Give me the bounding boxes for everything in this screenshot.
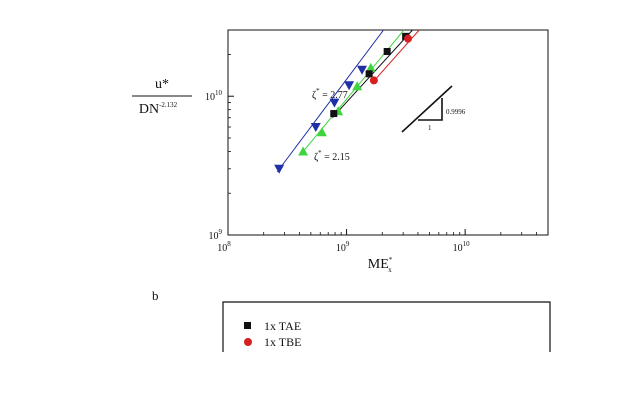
annotation-zeta-215: ζ* = 2.15: [314, 149, 350, 163]
legend-label-tbe: 1x TBE: [264, 335, 301, 349]
data-point-triangle-up: [352, 81, 363, 91]
y-axis-label-bottom: DN-2.132: [139, 101, 178, 117]
panel-b-label: b: [152, 288, 159, 303]
data-point-triangle-down: [310, 123, 321, 133]
data-point-triangle-down: [274, 164, 285, 174]
data-point-square: [330, 110, 338, 118]
plot-area-frame: [227, 29, 549, 236]
fit-line: [371, 29, 420, 84]
data-markers-layer: [274, 32, 413, 174]
data-point-triangle-down: [329, 98, 340, 108]
slope-triangle: [418, 98, 443, 121]
legend-label-tae: 1x TAE: [264, 319, 301, 333]
fit-lines-layer: [276, 29, 420, 173]
legend-marker-tbe: [244, 338, 252, 346]
data-point-circle: [404, 34, 413, 43]
data-point-square: [383, 47, 391, 55]
y-axis-label-top: u*: [155, 77, 169, 92]
data-point-square: [365, 70, 373, 78]
data-point-triangle-up: [316, 127, 327, 137]
slope-vertical-label: 0.9996: [446, 108, 466, 116]
x-tick-label: 109: [336, 240, 350, 254]
legend-marker-tae: [244, 322, 251, 329]
x-tick-label: 1010: [453, 240, 471, 254]
data-point-triangle-down: [344, 81, 355, 91]
slope-reference-line: [401, 85, 453, 133]
y-tick-label: 1010: [205, 89, 223, 103]
data-point-triangle-down: [357, 65, 368, 75]
x-axis-label: ME* x: [368, 256, 393, 274]
data-point-triangle-up: [298, 146, 309, 156]
data-point-triangle-up: [365, 62, 376, 72]
data-point-circle: [369, 76, 378, 85]
y-tick-label: 109: [209, 228, 223, 242]
slope-horizontal-label: 1: [428, 124, 432, 132]
x-tick-label: 108: [217, 240, 231, 254]
fit-line: [276, 29, 384, 173]
panel-b-frame: [222, 301, 551, 352]
